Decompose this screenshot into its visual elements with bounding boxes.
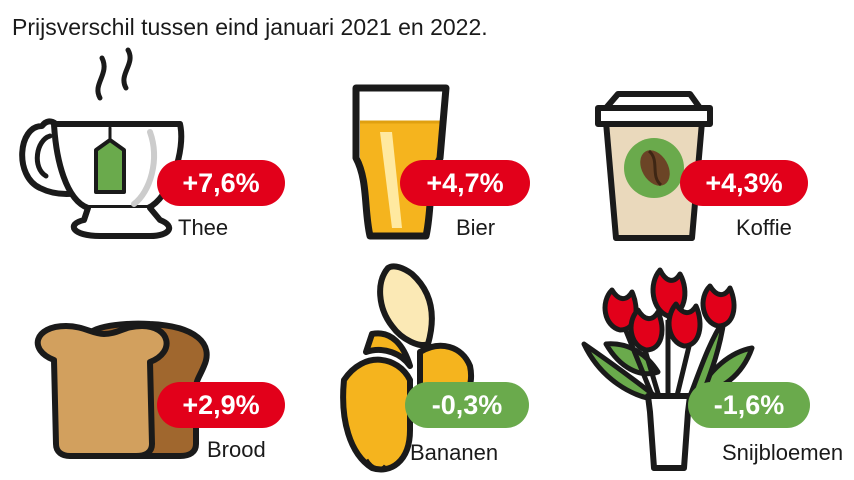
badge-brood: +2,9% (157, 382, 285, 428)
tulips-icon (581, 267, 755, 471)
chart-title: Prijsverschil tussen eind januari 2021 e… (12, 14, 488, 40)
coffee-cup-icon (595, 91, 713, 241)
label-brood: Brood (207, 437, 266, 462)
label-bananen: Bananen (410, 440, 499, 465)
badge-snijbloemen: -1,6% (688, 382, 810, 428)
tea-cup-icon (19, 47, 185, 239)
label-koffie: Koffie (736, 215, 792, 240)
label-bier: Bier (456, 215, 496, 240)
badge-bier: +4,7% (400, 160, 530, 206)
badge-bananen: -0,3% (405, 382, 529, 428)
badge-thee: +7,6% (157, 160, 285, 206)
badge-koffie: +4,3% (680, 160, 808, 206)
label-snijbloemen: Snijbloemen (722, 440, 844, 465)
label-thee: Thee (178, 215, 229, 240)
